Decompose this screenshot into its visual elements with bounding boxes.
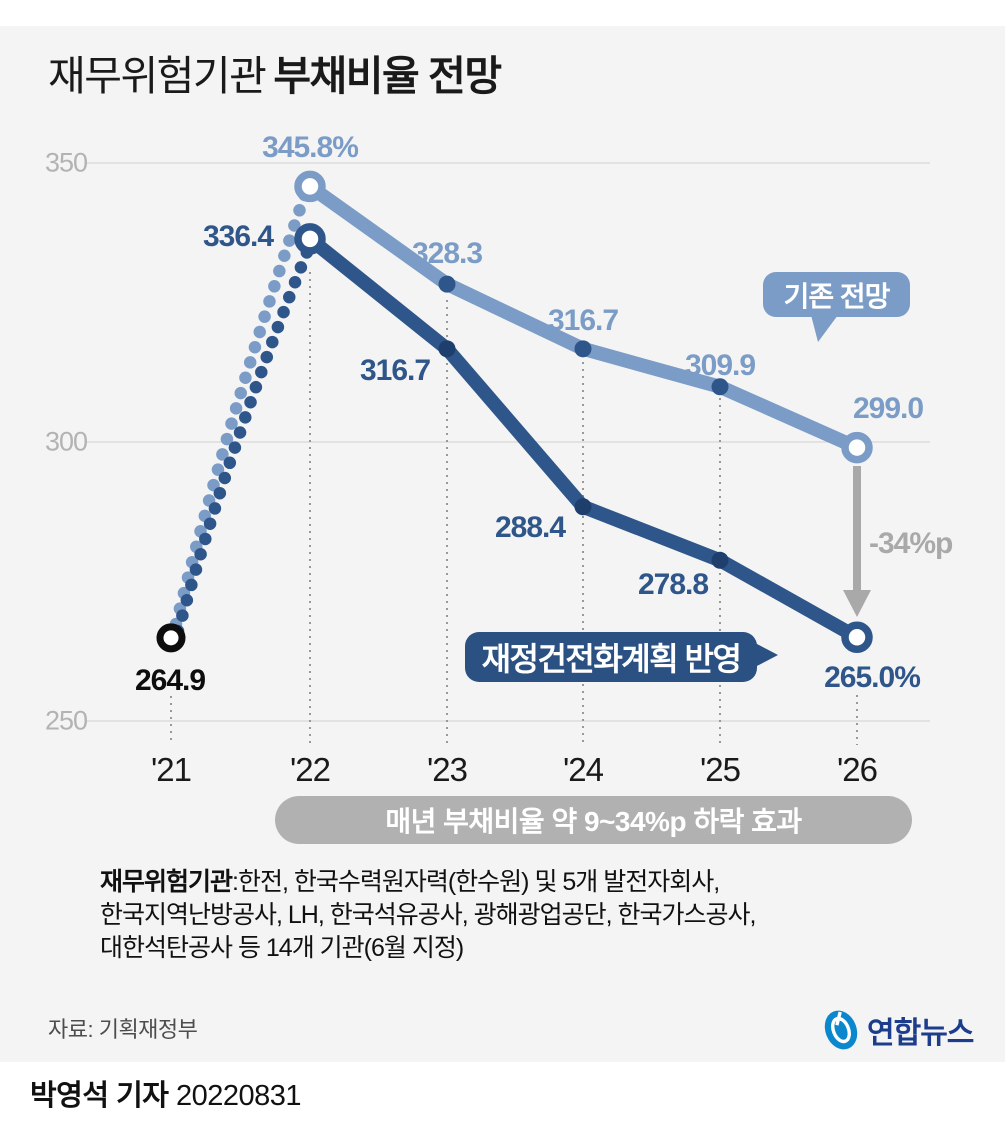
- legend-bubble-existing-forecast: 기존 전망: [763, 272, 910, 342]
- footnote-line-3: 대한석탄공사 등 14개 기관(6월 지정): [100, 934, 464, 962]
- byline-reporter: 박영석 기자: [30, 1080, 169, 1112]
- chart-background-panel: [0, 26, 1005, 1062]
- x-tick-label-5: '26: [836, 751, 878, 788]
- y-tick-label: 250: [45, 705, 88, 736]
- footnote-term: 재무위험기관: [100, 868, 233, 896]
- source-credit: 자료: 기획재정부: [48, 1017, 198, 1042]
- value-label-start: 264.9: [134, 664, 206, 697]
- value-label-existing-4: 299.0: [852, 392, 924, 425]
- legend-bubble-plan-reflected: 재정건전화계획 반영: [465, 632, 778, 682]
- legend-bubble-plan-label: 재정건전화계획 반영: [481, 641, 742, 677]
- chart-plot-svg: [85, 162, 930, 745]
- value-label-existing-3: 309.9: [684, 349, 756, 382]
- x-tick-label-2: '23: [426, 751, 468, 788]
- yonhap-logo-text: 연합뉴스: [867, 1017, 974, 1050]
- byline-date: 20220831: [176, 1080, 302, 1112]
- y-tick-label: 300: [45, 426, 88, 457]
- value-label-existing-2: 316.7: [547, 304, 619, 337]
- footnote-line-1-rest: :한전, 한국수력원자력(한수원) 및 5개 발전자회사,: [232, 868, 720, 896]
- bubble-tail-right: [755, 643, 778, 667]
- bubble-tail-down: [811, 315, 838, 342]
- x-tick-label-1: '22: [289, 751, 331, 788]
- value-label-plan-4: 265.0%: [824, 661, 921, 694]
- byline: 박영석 기자 20220831: [30, 1072, 302, 1114]
- x-tick-label-3: '24: [562, 751, 604, 788]
- y-tick-label: 350: [45, 147, 88, 178]
- page-title-light: 재무위험기관: [48, 53, 267, 99]
- value-label-plan-1: 316.7: [359, 354, 431, 387]
- footnote: 재무위험기관:한전, 한국수력원자력(한수원) 및 5개 발전자회사, 한국지역…: [100, 866, 756, 965]
- value-label-existing-0: 345.8%: [262, 131, 359, 164]
- footnote-line-2: 한국지역난방공사, LH, 한국석유공사, 광해광업공단, 한국가스공사,: [100, 901, 756, 929]
- value-label-plan-0: 336.4: [202, 220, 274, 253]
- value-label-plan-2: 288.4: [494, 511, 566, 544]
- value-label-plan-3: 278.8: [637, 568, 709, 601]
- footnote-line-1: 재무위험기관:한전, 한국수력원자력(한수원) 및 5개 발전자회사,: [100, 866, 755, 899]
- debt-ratio-chart: 350 300 250 345.8% 328.3 316.7 309.9 299.0 336.4…: [45, 131, 953, 788]
- x-tick-label-4: '25: [699, 751, 741, 788]
- value-label-existing-1: 328.3: [411, 237, 483, 270]
- yonhap-logo: 연합뉴스: [820, 1004, 974, 1056]
- yonhap-logo-icon: [824, 1010, 858, 1050]
- effect-banner: 매년 부채비율 약 9~34%p 하락 효과: [275, 796, 912, 844]
- decline-arrow-label: -34%p: [869, 527, 953, 560]
- page-title-bold: 부채비율 전망: [273, 53, 502, 99]
- legend-bubble-existing-label: 기존 전망: [783, 280, 891, 312]
- page-title: 재무위험기관 부채비율 전망: [48, 42, 502, 102]
- x-tick-label-0: '21: [150, 751, 192, 788]
